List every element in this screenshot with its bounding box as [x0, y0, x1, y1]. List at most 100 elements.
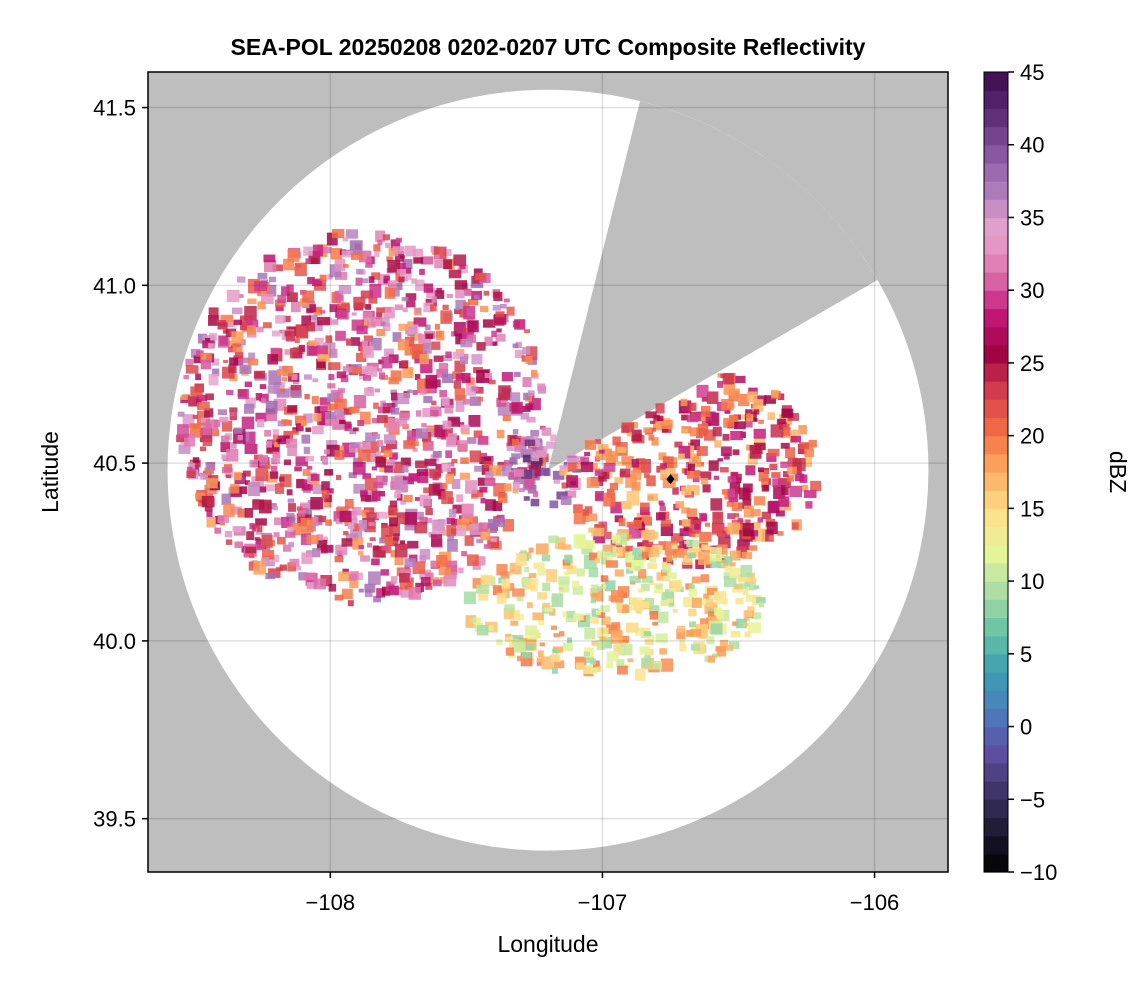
echo-cell: [456, 494, 464, 503]
echo-cell: [501, 465, 513, 477]
echo-cell: [290, 522, 301, 536]
echo-cell: [637, 568, 647, 579]
echo-cell: [397, 418, 408, 427]
echo-cell: [376, 307, 385, 313]
echo-cell: [520, 652, 533, 667]
echo-cell: [206, 510, 213, 517]
echo-cell: [589, 463, 598, 470]
colorbar-segment: [984, 126, 1008, 146]
echo-cell: [284, 349, 292, 355]
echo-cell: [316, 359, 326, 369]
echo-cell: [404, 344, 418, 356]
echo-cell: [446, 517, 456, 525]
echo-cell: [610, 630, 623, 644]
echo-cell: [474, 386, 484, 394]
echo-cell: [603, 544, 613, 552]
echo-cell: [508, 472, 518, 479]
echo-cell: [314, 337, 324, 347]
echo-cell: [618, 518, 626, 527]
echo-cell: [372, 546, 386, 558]
echo-cell: [436, 555, 448, 568]
echo-cell: [438, 362, 449, 374]
echo-cell: [463, 591, 476, 605]
echo-cell: [760, 479, 769, 488]
echo-cell: [287, 498, 295, 503]
echo-cell: [303, 374, 312, 380]
echo-cell: [352, 461, 366, 475]
echo-cell: [745, 594, 755, 602]
echo-cell: [602, 616, 611, 626]
echo-cell: [441, 462, 452, 472]
echo-cell: [474, 465, 482, 472]
echo-cell: [678, 446, 691, 459]
echo-cell: [301, 434, 311, 444]
echo-cell: [535, 632, 542, 638]
echo-cell: [434, 424, 446, 438]
echo-cell: [464, 288, 472, 296]
echo-cell: [308, 314, 318, 321]
echo-cell: [422, 408, 431, 418]
echo-cell: [754, 496, 766, 506]
echo-cell: [445, 560, 458, 573]
echo-cell: [230, 506, 242, 515]
echo-cell: [328, 583, 337, 592]
echo-cell: [402, 476, 414, 485]
echo-cell: [419, 516, 428, 525]
echo-cell: [468, 414, 481, 427]
echo-cell: [388, 377, 399, 385]
colorbar-tick-label: −10: [1020, 860, 1057, 885]
echo-cell: [453, 254, 467, 266]
echo-cell: [383, 434, 396, 444]
echo-cell: [528, 465, 542, 477]
echo-cell: [714, 440, 722, 448]
echo-cell: [292, 429, 299, 435]
echo-cell: [298, 344, 306, 352]
echo-cell: [305, 455, 314, 462]
echo-cell: [676, 625, 685, 633]
echo-cell: [420, 256, 434, 265]
echo-cell: [596, 640, 605, 650]
echo-cell: [701, 544, 710, 551]
echo-cell: [272, 264, 283, 272]
echo-cell: [274, 517, 283, 526]
echo-cell: [476, 625, 489, 636]
echo-cell: [655, 512, 666, 521]
echo-cell: [768, 535, 774, 541]
echo-cell: [327, 383, 336, 389]
echo-cell: [659, 469, 673, 481]
echo-cell: [573, 504, 583, 514]
echo-cell: [212, 429, 220, 437]
echo-cell: [659, 648, 667, 655]
colorbar-segment: [984, 217, 1008, 237]
colorbar-segment: [984, 544, 1008, 564]
echo-cell: [641, 511, 651, 522]
colorbar-tick-label: 10: [1020, 569, 1044, 594]
echo-cell: [305, 427, 312, 432]
echo-cell: [743, 505, 754, 518]
echo-cell: [497, 401, 510, 416]
echo-cell: [304, 572, 316, 580]
echo-cell: [424, 572, 434, 580]
echo-cell: [277, 294, 287, 304]
echo-cell: [258, 486, 267, 493]
echo-cell: [431, 520, 445, 535]
echo-cell: [347, 523, 355, 530]
echo-cell: [423, 395, 433, 404]
echo-cell: [511, 401, 523, 414]
echo-cell: [425, 333, 434, 339]
echo-cell: [612, 436, 621, 446]
echo-cell: [506, 583, 515, 591]
echo-cell: [687, 463, 695, 471]
colorbar-segment: [984, 690, 1008, 709]
echo-cell: [425, 386, 436, 394]
echo-cell: [375, 230, 386, 242]
echo-cell: [287, 444, 297, 457]
echo-cell: [300, 533, 312, 545]
echo-cell: [706, 391, 719, 404]
echo-cell: [666, 555, 673, 563]
echo-cell: [716, 544, 728, 557]
echo-cell: [233, 319, 242, 325]
echo-cell: [439, 577, 447, 584]
echo-cell: [714, 591, 727, 604]
echo-cell: [583, 664, 594, 675]
